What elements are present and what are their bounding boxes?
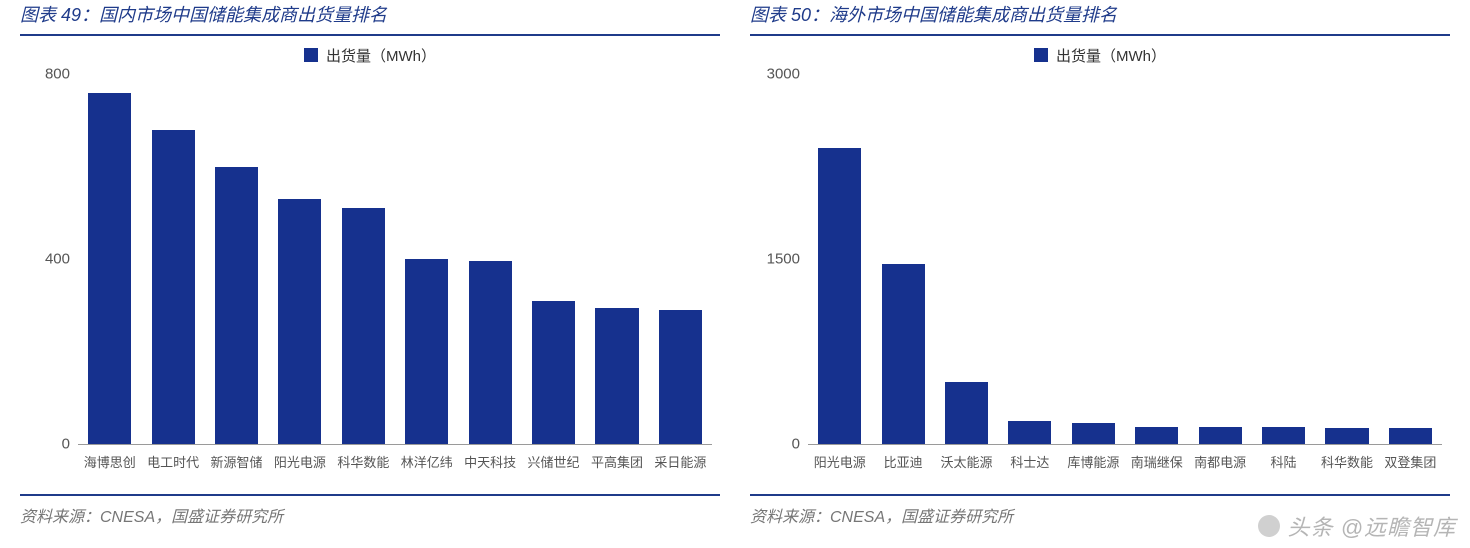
x-axis-line: [78, 444, 712, 445]
panel-domestic: 图表 49：国内市场中国储能集成商出货量排名 出货量（MWh） 0400800海…: [20, 0, 720, 548]
bar: [532, 301, 575, 444]
y-tick-label: 1500: [767, 251, 800, 268]
x-label: 新源智储: [205, 448, 268, 478]
legend-label: 出货量（MWh）: [1056, 45, 1166, 66]
bar-slot: [332, 74, 395, 444]
bar: [278, 199, 321, 444]
bar: [1325, 428, 1368, 444]
bar: [818, 148, 861, 444]
x-label: 阳光电源: [808, 448, 871, 478]
x-axis-line: [808, 444, 1442, 445]
x-label: 阳光电源: [268, 448, 331, 478]
bar-slot: [268, 74, 331, 444]
legend-label: 出货量（MWh）: [326, 45, 436, 66]
source-text: 资料来源：CNESA，国盛证券研究所: [20, 503, 283, 527]
chart-title: 图表 49：国内市场中国储能集成商出货量排名: [20, 1, 387, 27]
x-label: 中天科技: [458, 448, 521, 478]
x-label: 平高集团: [585, 448, 648, 478]
x-label: 科陆: [1252, 448, 1315, 478]
plot-area: 015003000阳光电源比亚迪沃太能源科士达库博能源南瑞继保南都电源科陆科华数…: [750, 74, 1450, 478]
source-row: 资料来源：CNESA，国盛证券研究所: [20, 494, 720, 534]
plot-area: 0400800海博思创电工时代新源智储阳光电源科华数能林洋亿纬中天科技兴储世纪平…: [20, 74, 720, 478]
x-label: 比亚迪: [871, 448, 934, 478]
page: 图表 49：国内市场中国储能集成商出货量排名 出货量（MWh） 0400800海…: [0, 0, 1470, 548]
legend: 出货量（MWh）: [20, 36, 720, 74]
title-row: 图表 49：国内市场中国储能集成商出货量排名: [20, 0, 720, 36]
panel-overseas: 图表 50：海外市场中国储能集成商出货量排名 出货量（MWh） 01500300…: [750, 0, 1450, 548]
chart-title: 图表 50：海外市场中国储能集成商出货量排名: [750, 1, 1117, 27]
x-label: 海博思创: [78, 448, 141, 478]
bar-slot: [935, 74, 998, 444]
y-tick-label: 800: [45, 66, 70, 83]
source-row: 资料来源：CNESA，国盛证券研究所: [750, 494, 1450, 534]
x-label: 采日能源: [649, 448, 712, 478]
bar-slot: [1379, 74, 1442, 444]
bar: [1008, 421, 1051, 444]
y-tick-label: 3000: [767, 66, 800, 83]
bar: [342, 208, 385, 444]
x-label: 双登集团: [1379, 448, 1442, 478]
x-label: 南瑞继保: [1125, 448, 1188, 478]
y-tick-label: 0: [62, 436, 70, 453]
x-label: 沃太能源: [935, 448, 998, 478]
x-label: 科华数能: [1315, 448, 1378, 478]
bar-slot: [649, 74, 712, 444]
bar-slot: [141, 74, 204, 444]
y-tick-label: 0: [792, 436, 800, 453]
title-row: 图表 50：海外市场中国储能集成商出货量排名: [750, 0, 1450, 36]
x-label: 电工时代: [141, 448, 204, 478]
bar-slot: [998, 74, 1061, 444]
bar-slot: [1062, 74, 1125, 444]
bars: [808, 74, 1442, 444]
bar-slot: [871, 74, 934, 444]
x-label: 兴储世纪: [522, 448, 585, 478]
x-label: 南都电源: [1188, 448, 1251, 478]
bar-slot: [78, 74, 141, 444]
bar: [405, 259, 448, 444]
x-label: 科士达: [998, 448, 1061, 478]
bar-slot: [205, 74, 268, 444]
bar: [1199, 427, 1242, 444]
bar: [595, 308, 638, 444]
bar-slot: [1315, 74, 1378, 444]
legend: 出货量（MWh）: [750, 36, 1450, 74]
bar: [215, 167, 258, 445]
bar-slot: [458, 74, 521, 444]
bar: [945, 382, 988, 444]
y-axis: 0400800: [20, 74, 78, 444]
legend-swatch: [304, 48, 318, 62]
bar: [88, 93, 131, 445]
bar: [882, 264, 925, 444]
bar-slot: [1125, 74, 1188, 444]
bar: [1262, 427, 1305, 444]
source-text: 资料来源：CNESA，国盛证券研究所: [750, 503, 1013, 527]
bar-slot: [808, 74, 871, 444]
x-label: 林洋亿纬: [395, 448, 458, 478]
y-tick-label: 400: [45, 251, 70, 268]
x-labels: 阳光电源比亚迪沃太能源科士达库博能源南瑞继保南都电源科陆科华数能双登集团: [808, 448, 1442, 478]
x-labels: 海博思创电工时代新源智储阳光电源科华数能林洋亿纬中天科技兴储世纪平高集团采日能源: [78, 448, 712, 478]
bar-slot: [1188, 74, 1251, 444]
x-label: 科华数能: [332, 448, 395, 478]
bar: [659, 310, 702, 444]
y-axis: 015003000: [750, 74, 808, 444]
x-label: 库博能源: [1062, 448, 1125, 478]
bar: [1135, 427, 1178, 444]
bar: [1389, 428, 1432, 444]
bar-slot: [522, 74, 585, 444]
bar: [1072, 423, 1115, 444]
bar: [469, 261, 512, 444]
legend-swatch: [1034, 48, 1048, 62]
bars: [78, 74, 712, 444]
bar-slot: [1252, 74, 1315, 444]
bar-slot: [585, 74, 648, 444]
bar-slot: [395, 74, 458, 444]
bar: [152, 130, 195, 445]
